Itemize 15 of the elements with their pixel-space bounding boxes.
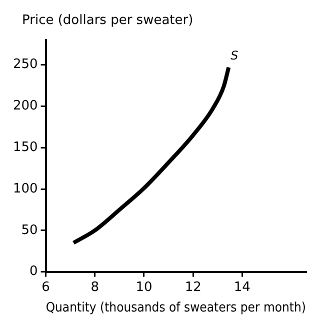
line-series xyxy=(72,65,231,245)
x-axis-title: Quantity (thousands of sweaters per month) xyxy=(46,300,306,315)
y-tick-label: 250 xyxy=(12,57,38,72)
y-tick-label: 50 xyxy=(21,222,38,238)
series-label: S xyxy=(230,48,239,62)
y-tick-label: 200 xyxy=(12,98,38,114)
x-tick-label: 8 xyxy=(90,280,100,295)
y-tick-label: 100 xyxy=(12,181,38,196)
y-tick-label: 150 xyxy=(12,140,38,155)
y-axis-title: Price (dollars per sweater) xyxy=(22,13,194,28)
x-tick-label: 14 xyxy=(234,280,250,295)
x-tick-label: 10 xyxy=(136,280,152,295)
x-tick-label: 6 xyxy=(42,280,50,295)
x-tick-label: 12 xyxy=(184,280,202,295)
y-tick-label: 0 xyxy=(30,264,38,280)
